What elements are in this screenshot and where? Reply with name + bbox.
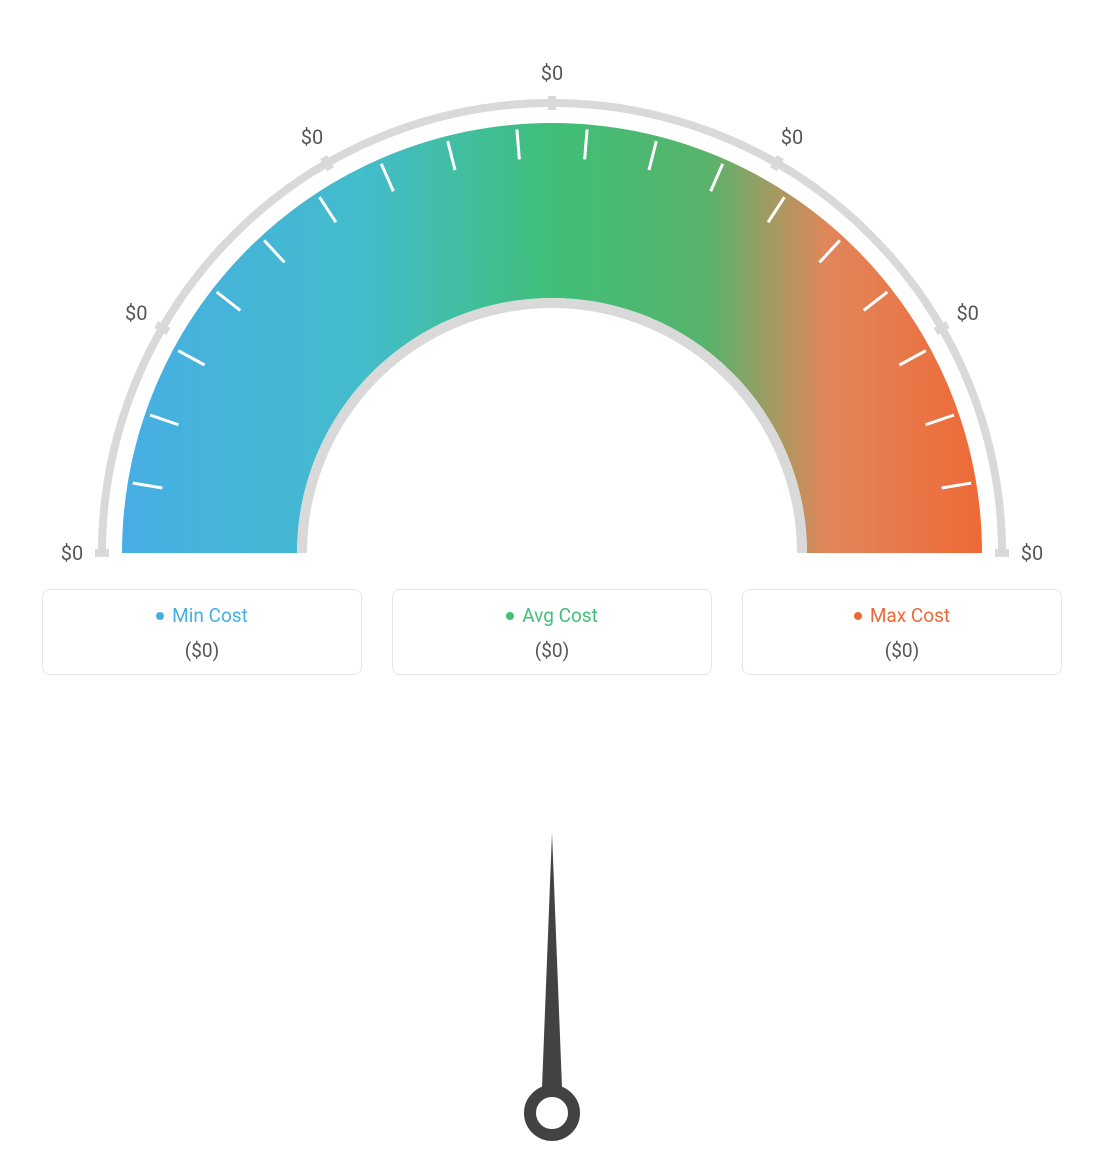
gauge-svg bbox=[52, 20, 1052, 580]
legend-dot-max bbox=[854, 612, 862, 620]
legend-card-max: Max Cost ($0) bbox=[742, 589, 1062, 675]
legend-value-avg: ($0) bbox=[403, 639, 701, 662]
legend-value-min: ($0) bbox=[53, 639, 351, 662]
gauge-tick-label: $0 bbox=[1021, 541, 1043, 565]
legend-title-min: Min Cost bbox=[156, 604, 248, 627]
legend-title-avg: Avg Cost bbox=[506, 604, 598, 627]
legend-label-max: Max Cost bbox=[870, 604, 950, 627]
gauge-chart: $0 $0 $0 $0 $0 $0 $0 bbox=[52, 20, 1052, 580]
legend-dot-avg bbox=[506, 612, 514, 620]
legend-card-avg: Avg Cost ($0) bbox=[392, 589, 712, 675]
legend-value-max: ($0) bbox=[753, 639, 1051, 662]
gauge-tick-label: $0 bbox=[61, 541, 83, 565]
legend-title-max: Max Cost bbox=[854, 604, 950, 627]
gauge-tick-label: $0 bbox=[125, 301, 147, 325]
legend-label-min: Min Cost bbox=[172, 604, 248, 627]
gauge-tick-label: $0 bbox=[301, 125, 323, 149]
gauge-tick-label: $0 bbox=[541, 61, 563, 85]
gauge-tick-label: $0 bbox=[781, 125, 803, 149]
legend-dot-min bbox=[156, 612, 164, 620]
legend-row: Min Cost ($0) Avg Cost ($0) Max Cost ($0… bbox=[0, 589, 1104, 675]
gauge-tick-label: $0 bbox=[956, 301, 978, 325]
legend-label-avg: Avg Cost bbox=[522, 604, 598, 627]
legend-card-min: Min Cost ($0) bbox=[42, 589, 362, 675]
